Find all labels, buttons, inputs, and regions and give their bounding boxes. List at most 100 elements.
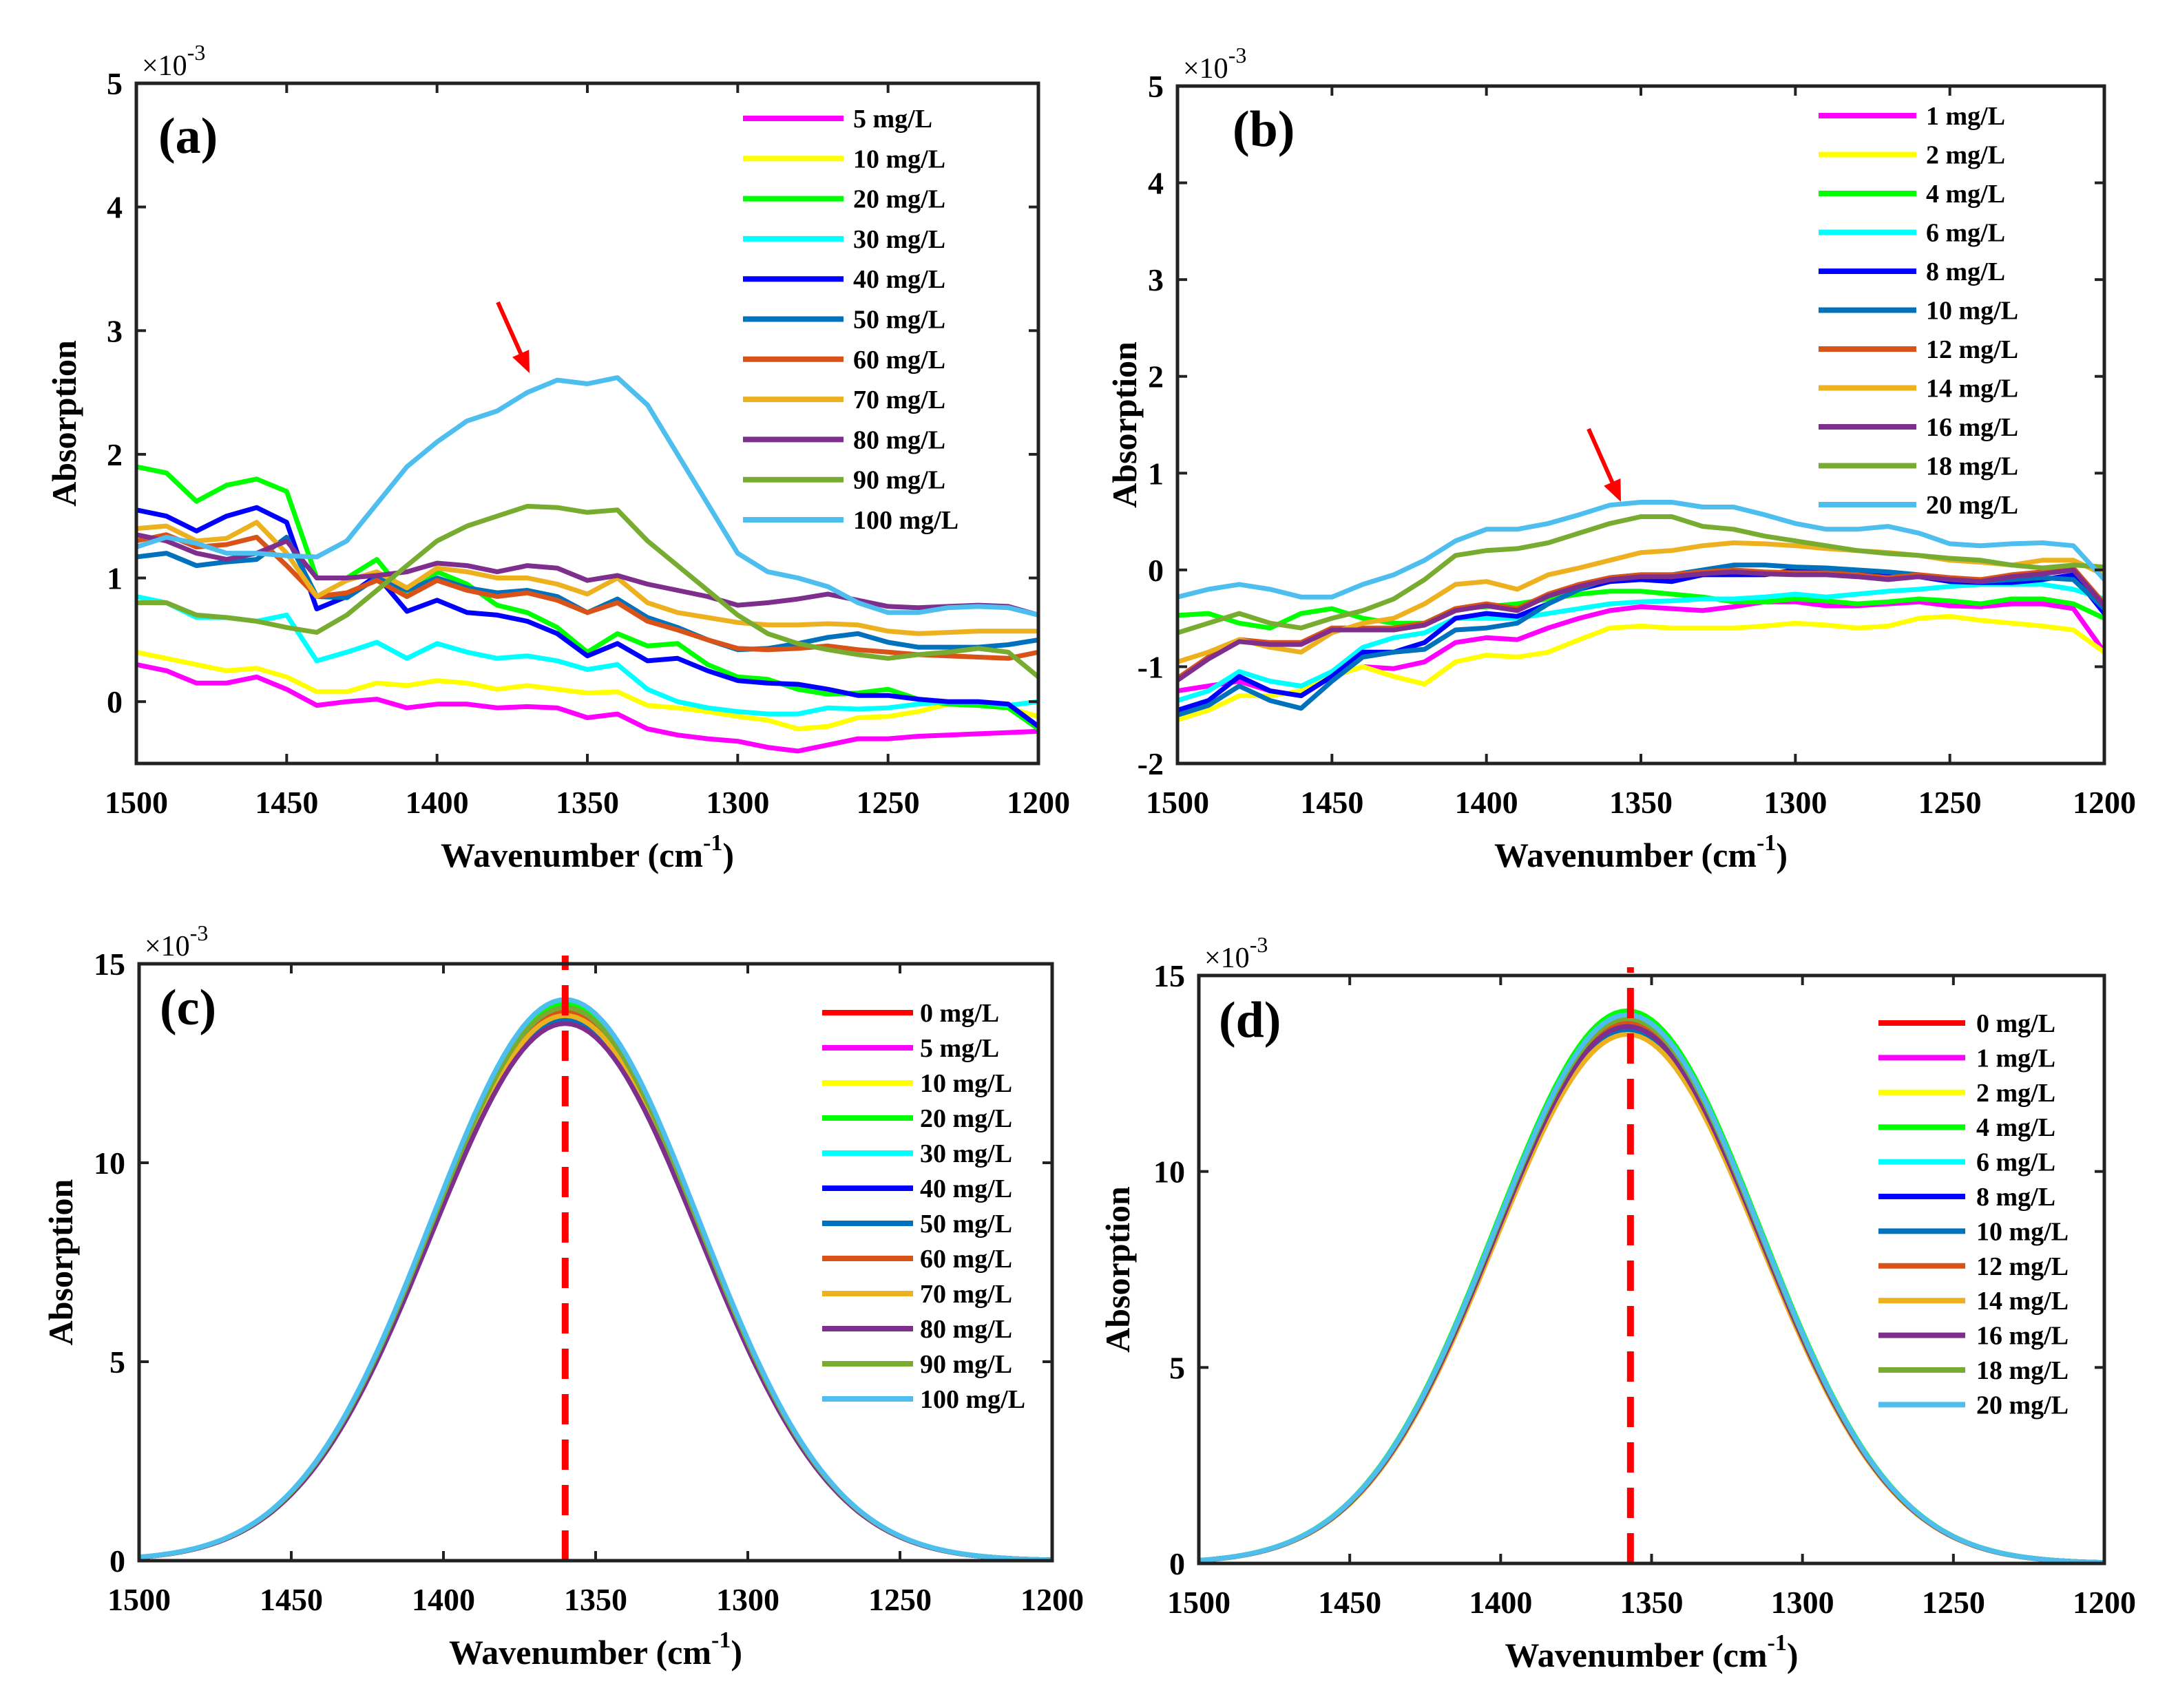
y-tick-label: 15 [94, 947, 125, 982]
legend-item: 0 mg/L [1878, 1009, 2055, 1038]
legend-item: 40 mg/L [822, 1174, 1012, 1203]
y-tick-label: -2 [1138, 746, 1164, 781]
annotation-arrow [496, 301, 526, 361]
legend-label: 20 mg/L [920, 1104, 1012, 1133]
legend-label: 12 mg/L [1976, 1252, 2069, 1281]
y-tick-label: 10 [1153, 1155, 1185, 1190]
legend-label: 50 mg/L [920, 1210, 1012, 1238]
annotation-arrow-head [1604, 478, 1621, 502]
legend-label: 20 mg/L [853, 185, 945, 214]
legend-label: 20 mg/L [1976, 1391, 2069, 1420]
x-axis-label-superscript: -1 [1768, 1630, 1787, 1656]
series-line-40-mg-L [139, 1013, 1052, 1561]
legend-label: 14 mg/L [1976, 1287, 2069, 1316]
legend-item: 4 mg/L [1819, 180, 2005, 209]
legend-label: 10 mg/L [920, 1069, 1012, 1098]
y-multiplier: ×10-3 [1204, 932, 1268, 974]
x-tick-label: 1450 [1300, 785, 1363, 820]
series-line-18-mg-L [1199, 1016, 2104, 1563]
series-line-14-mg-L [1199, 1031, 2104, 1563]
x-tick-label: 1250 [857, 785, 920, 820]
x-tick-label: 1500 [1167, 1585, 1231, 1620]
chart-panel-b: 1500 1450 1400 1350 1300 1250 1200 -2 -1 0 1 2 3 4 5 ×1… [1105, 43, 2136, 874]
legend-label: 30 mg/L [853, 225, 945, 254]
series-group [139, 997, 1052, 1561]
y-axis-label: Absorption [45, 340, 83, 507]
y-multiplier: ×10-3 [1183, 43, 1246, 85]
series-line-6-mg-L [1199, 1012, 2104, 1563]
axes-box [1197, 973, 2106, 1565]
legend-item: 80 mg/L [743, 425, 945, 454]
legend-label: 2 mg/L [1976, 1079, 2055, 1108]
series-line-8-mg-L [1199, 1024, 2104, 1563]
legend-label: 0 mg/L [920, 999, 999, 1028]
legend-label: 100 mg/L [920, 1385, 1025, 1414]
series-line-100-mg-L [139, 997, 1052, 1561]
panel-label: (b) [1233, 101, 1295, 158]
y-axis-label: Absorption [41, 1179, 80, 1345]
x-tick-label: 1450 [1318, 1585, 1381, 1620]
x-axis-label-end: ) [1787, 1636, 1799, 1674]
series-group [1177, 500, 2104, 723]
x-tick-label: 1450 [260, 1582, 323, 1617]
series-line-18-mg-L [1177, 514, 2104, 635]
series-line-1-mg-L [1199, 1024, 2104, 1563]
y-multiplier-exponent: -3 [1228, 43, 1247, 67]
series-line-0-mg-L [1199, 1020, 2104, 1563]
series-line-16-mg-L [1177, 567, 2104, 683]
series-line-4-mg-L [1199, 1008, 2104, 1563]
x-tick-label: 1350 [556, 785, 619, 820]
legend-label: 4 mg/L [1926, 180, 2005, 209]
legend-item: 1 mg/L [1819, 102, 2005, 131]
chart-panel-c: 1500 1450 1400 1350 1300 1250 1200 0 5 10 15 ×10-3 W… [41, 920, 1084, 1672]
series-line-10-mg-L [136, 649, 1038, 732]
series-group [1199, 1008, 2104, 1563]
legend-item: 20 mg/L [1819, 491, 2018, 520]
x-tick-label: 1200 [2073, 785, 2136, 820]
y-multiplier: ×10-3 [142, 40, 205, 82]
legend-label: 40 mg/L [920, 1174, 1012, 1203]
x-tick-label: 1200 [2073, 1585, 2136, 1620]
x-tick-label: 1300 [716, 1582, 779, 1617]
legend-item: 60 mg/L [822, 1245, 1012, 1274]
series-line-50-mg-L [139, 1017, 1052, 1561]
y-multiplier-exponent: -3 [1250, 932, 1268, 957]
legend-label: 70 mg/L [853, 386, 945, 414]
legend-item: 90 mg/L [822, 1350, 1012, 1379]
series-line-70-mg-L [136, 520, 1038, 636]
x-tick-label: 1250 [1922, 1585, 1985, 1620]
series-line-70-mg-L [139, 1013, 1052, 1561]
legend-label: 80 mg/L [853, 425, 945, 454]
series-group [136, 375, 1038, 754]
y-tick-label: 2 [1148, 359, 1164, 394]
y-tick-label: 5 [1169, 1350, 1185, 1385]
legend-label: 4 mg/L [1976, 1113, 2055, 1142]
legend-item: 10 mg/L [822, 1069, 1012, 1098]
x-axis-label-superscript: -1 [1757, 830, 1776, 856]
legend-item: 14 mg/L [1819, 375, 2018, 403]
x-axis-label-superscript: -1 [711, 1627, 731, 1653]
legend-label: 18 mg/L [1926, 452, 2018, 481]
y-tick-label: 3 [107, 313, 123, 348]
legend-label: 0 mg/L [1976, 1009, 2055, 1038]
legend-label: 14 mg/L [1926, 375, 2018, 403]
legend-label: 6 mg/L [1926, 219, 2005, 248]
series-line-80-mg-L [139, 1021, 1052, 1561]
series-line-4-mg-L [1177, 589, 2104, 631]
legend-item: 80 mg/L [822, 1315, 1012, 1344]
legend-item: 50 mg/L [743, 306, 945, 335]
series-line-10-mg-L [1199, 1028, 2104, 1563]
axes-box [137, 962, 1054, 1563]
legend-label: 30 mg/L [920, 1139, 1012, 1168]
panel-label: (a) [158, 108, 218, 165]
x-tick-label: 1300 [1771, 1585, 1834, 1620]
legend-label: 5 mg/L [920, 1034, 999, 1063]
legend-item: 100 mg/L [822, 1385, 1025, 1414]
legend-item: 70 mg/L [822, 1280, 1012, 1309]
legend: 1 mg/L 2 mg/L 4 mg/L 6 mg/L 8 mg/L 10 mg/L 12 … [1819, 102, 2018, 520]
legend-item: 2 mg/L [1819, 141, 2005, 170]
legend-item: 20 mg/L [1878, 1391, 2069, 1420]
x-axis-label: Wavenumber (cm-1) [449, 1627, 742, 1672]
annotation-arrow [1587, 428, 1617, 490]
legend-label: 6 mg/L [1976, 1148, 2055, 1177]
